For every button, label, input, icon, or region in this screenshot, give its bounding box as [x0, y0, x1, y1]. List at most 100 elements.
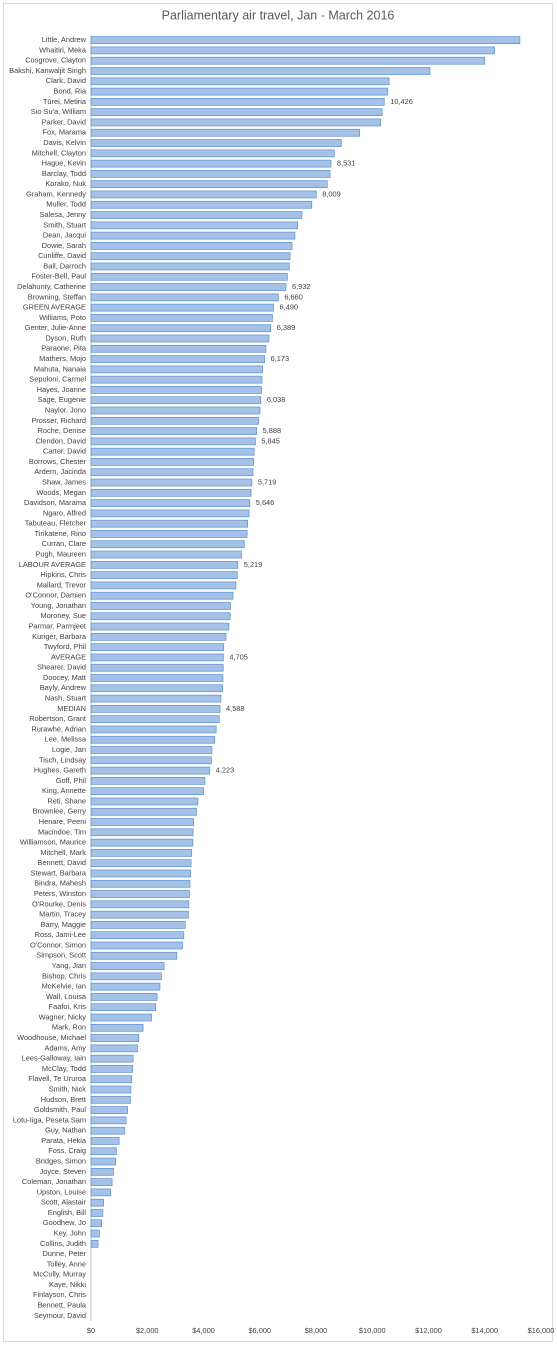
- bar: [90, 324, 272, 333]
- bar: [90, 334, 270, 343]
- value-label: 4,223: [216, 766, 235, 775]
- bar: [90, 1239, 99, 1248]
- bar: [90, 98, 385, 106]
- bar: [90, 1075, 133, 1084]
- bar: [90, 1126, 126, 1135]
- y-tick-label: Adams, Amy: [45, 1043, 87, 1052]
- bar: [90, 602, 231, 610]
- y-tick-label: Shearer, David: [37, 663, 86, 672]
- y-tick-label: Mark, Ron: [52, 1023, 86, 1032]
- bar: [90, 468, 254, 477]
- bar: [90, 252, 291, 261]
- y-tick-label: O'Rourke, Denis: [32, 899, 86, 908]
- y-tick-label: Genter, Julie-Anne: [25, 323, 86, 332]
- y-tick-label: Bridges, Simon: [36, 1156, 86, 1165]
- bar: [90, 231, 296, 240]
- y-tick-label: McClay, Todd: [42, 1064, 86, 1073]
- y-tick-label: Delahunty, Catherine: [17, 282, 86, 291]
- bar: [90, 982, 161, 991]
- bar: [90, 283, 287, 291]
- y-tick-label: Upston, Louise: [37, 1187, 86, 1196]
- y-tick-label: Williams, Poto: [39, 313, 86, 322]
- y-tick-label: Whaitiri, Meka: [39, 45, 87, 54]
- bar: [90, 519, 249, 528]
- x-tick-label: $10,000: [359, 1326, 386, 1335]
- bar: [90, 530, 248, 538]
- y-tick-label: Muller, Todd: [46, 200, 86, 209]
- bar: [90, 1034, 140, 1042]
- y-tick-label: AVERAGE: [51, 652, 86, 661]
- y-tick-label: McKelvie, Ian: [42, 982, 86, 991]
- bar: [90, 756, 212, 765]
- y-tick-label: Young, Jonathan: [31, 601, 86, 610]
- y-tick-label: Parker, David: [42, 117, 86, 126]
- y-tick-label: Goldsmith, Paul: [34, 1105, 87, 1114]
- bar: [90, 921, 186, 929]
- y-tick-label: Bond, Ria: [54, 87, 87, 96]
- y-tick-label: Faafoi, Kris: [49, 1002, 87, 1011]
- bar: [90, 149, 335, 158]
- bar: [90, 211, 303, 219]
- y-tick-label: Brownlee, Gerry: [33, 807, 87, 816]
- y-tick-label: Ardern, Jacinda: [34, 467, 87, 476]
- y-tick-label: Browning, Steffan: [28, 292, 86, 301]
- bar: [90, 818, 195, 826]
- bar: [90, 735, 216, 744]
- y-tick-label: Macindoe, Tim: [38, 827, 86, 836]
- value-label: 8,531: [337, 159, 356, 168]
- y-tick-label: McCully, Murray: [33, 1270, 86, 1279]
- bar: [90, 293, 279, 302]
- bar: [90, 540, 245, 549]
- bar: [90, 1116, 127, 1125]
- y-tick-label: Borrows, Chester: [29, 457, 87, 466]
- y-tick-label: Mathers, Mojo: [39, 354, 86, 363]
- y-tick-label: Reti, Shane: [47, 796, 86, 805]
- bar: [90, 170, 331, 178]
- x-tick-label: $8,000: [305, 1326, 328, 1335]
- y-tick-label: Prosser, Richard: [31, 416, 86, 425]
- bar: [90, 67, 431, 75]
- y-tick-label: Cunliffe, David: [38, 251, 86, 260]
- bar: [90, 1147, 117, 1156]
- y-tick-label: Clark, David: [46, 76, 86, 85]
- y-tick-label: Tūrei, Metiria: [43, 97, 87, 106]
- value-label: 5,646: [256, 498, 275, 507]
- y-tick-label: Nash, Stuart: [45, 694, 86, 703]
- y-tick-label: Doocey, Matt: [43, 673, 86, 682]
- bar: [90, 674, 224, 682]
- y-tick-label: Wall, Louisa: [46, 992, 87, 1001]
- bar: [90, 663, 224, 672]
- value-label: 4,705: [229, 652, 248, 661]
- bar: [90, 684, 223, 693]
- y-tick-label: Barry, Maggie: [41, 920, 86, 929]
- y-tick-label: Lees-Galloway, Iain: [22, 1054, 86, 1063]
- y-tick-label: Simpson, Scott: [36, 951, 86, 960]
- y-tick-label: Moroney, Sue: [41, 611, 86, 620]
- y-tick-label: Smith, Stuart: [43, 220, 86, 229]
- x-tick-label: $14,000: [471, 1326, 498, 1335]
- bar: [90, 488, 252, 497]
- bar: [90, 427, 257, 435]
- value-label: 5,888: [263, 426, 282, 435]
- bar: [90, 705, 221, 713]
- bar: [90, 1065, 133, 1073]
- bar: [90, 1044, 138, 1053]
- bar: [90, 396, 262, 405]
- y-tick-label: LABOUR AVERAGE: [19, 560, 86, 569]
- y-tick-label: Tirikatene, Rino: [35, 529, 86, 538]
- y-tick-label: Bayly, Andrew: [40, 683, 87, 692]
- bar: [90, 262, 290, 271]
- y-tick-label: Bennett, Paula: [38, 1301, 87, 1310]
- y-tick-label: Mahuta, Nanaia: [34, 364, 87, 373]
- bar: [90, 1085, 132, 1094]
- bar: [90, 87, 389, 96]
- value-label: 5,845: [261, 436, 280, 445]
- bar: [90, 931, 185, 940]
- bar: [90, 807, 197, 816]
- y-tick-label: Henare, Peeni: [39, 817, 87, 826]
- bar: [90, 1219, 103, 1228]
- bar: [90, 653, 224, 662]
- bar: [90, 36, 521, 44]
- bar: [90, 108, 383, 117]
- bar: [90, 910, 189, 919]
